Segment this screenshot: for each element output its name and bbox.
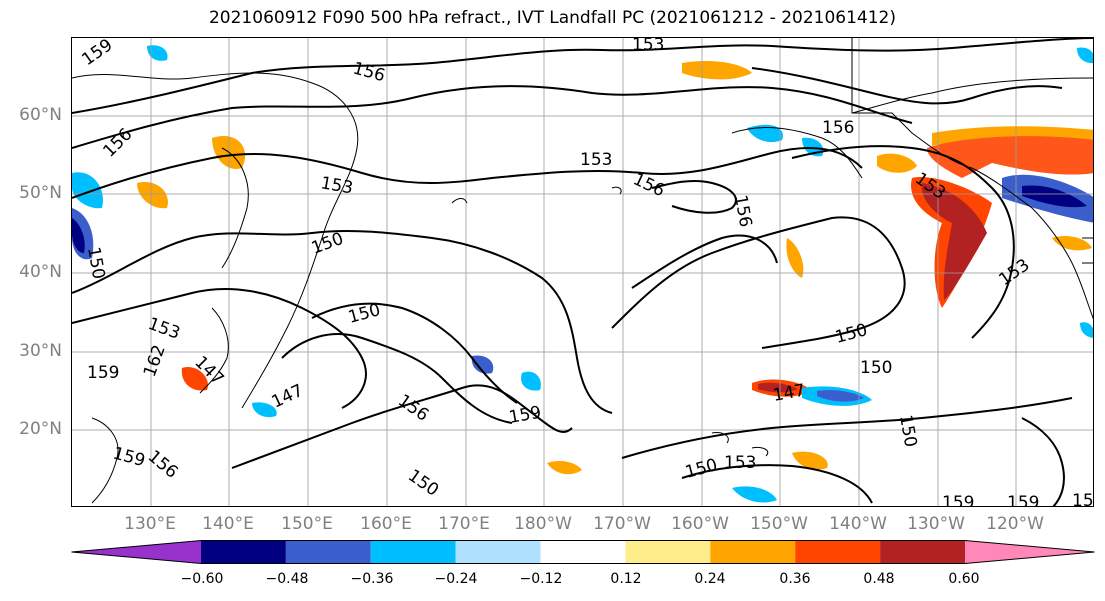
lon-label-130e: 130°E [124, 514, 176, 534]
contour-label: 156 [394, 391, 432, 426]
lat-label-30n: 30°N [19, 341, 62, 361]
contour-label: 153 [319, 173, 354, 198]
contour-label: 159 [87, 363, 119, 383]
colorbar-cell [370, 540, 456, 564]
contour-label: 159 [942, 493, 974, 507]
contour-label: 156 [730, 193, 755, 228]
lon-label-120w: 120°W [986, 514, 1044, 534]
contour-label: 153 [580, 150, 612, 170]
colorbar-tick-label: −0.48 [265, 571, 309, 587]
contour-label: 156 [822, 118, 854, 138]
contour-label: 159 [111, 444, 148, 472]
contour-label: 159 [507, 403, 542, 428]
colorbar-tick-label: 0.48 [863, 571, 895, 587]
colorbar-tick-label: −0.60 [180, 571, 224, 587]
contour-label: 150 [83, 245, 108, 280]
lon-label-170e: 170°E [438, 514, 490, 534]
contour-label: 162 [140, 342, 170, 379]
contour-label: 153 [724, 453, 756, 473]
colorbar-tick-label: 0.12 [610, 571, 642, 587]
colorbar-tick-label: 0.60 [948, 571, 980, 587]
lat-label-50n: 50°N [19, 183, 62, 203]
colorbar-cell [540, 540, 626, 564]
map-title: 2021060912 F090 500 hPa refract., IVT La… [208, 8, 896, 28]
lon-label-170w: 170°W [593, 514, 651, 534]
contour-label: 156 [144, 447, 182, 483]
colorbar-cell [710, 540, 796, 564]
colorbar [71, 540, 1095, 564]
colorbar-cell [880, 540, 965, 564]
contour-label: 150 [833, 320, 870, 348]
positive-anomaly-shading [137, 61, 1093, 475]
contour-label: 150 [683, 455, 720, 483]
colorbar-tick-label: −0.12 [519, 571, 563, 587]
contour-label: 150 [895, 413, 920, 448]
lat-label-20n: 20°N [19, 419, 62, 439]
contour-label: 159 [78, 38, 116, 70]
contour-label: 156 [351, 59, 388, 87]
colorbar-cell [795, 540, 881, 564]
contour-label: 150 [860, 358, 892, 378]
colorbar-cell [201, 540, 286, 564]
colorbar-cell [285, 540, 371, 564]
colorbar-cell [625, 540, 711, 564]
contour-label: 153 [995, 255, 1033, 290]
lon-label-150e: 150°E [281, 514, 333, 534]
contour-label: 153 [632, 38, 664, 55]
height-contours [72, 38, 1093, 506]
contour-label: 159 [1072, 491, 1094, 507]
colorbar-tick-label: −0.24 [434, 571, 478, 587]
colorbar-cell [965, 540, 1095, 564]
map-gridlines [72, 38, 1093, 506]
lon-label-140e: 140°E [202, 514, 254, 534]
coastlines [72, 38, 1093, 504]
lon-label-140w: 140°W [829, 514, 887, 534]
lon-label-160w: 160°W [671, 514, 729, 534]
contour-label: 159 [1007, 493, 1039, 507]
lat-label-60n: 60°N [19, 105, 62, 125]
contour-label: 147 [771, 381, 806, 406]
lon-label-130w: 130°W [907, 514, 965, 534]
contour-label: 147 [269, 381, 307, 413]
lat-label-40n: 40°N [19, 262, 62, 282]
colorbar-cell [71, 540, 201, 564]
colorbar-cell [455, 540, 541, 564]
lon-label-150w: 150°W [750, 514, 808, 534]
map-canvas: 159 156 153 150 147 162 159 156 153 150 … [72, 38, 1094, 507]
colorbar-tick-label: −0.36 [350, 571, 394, 587]
lon-label-180w: 180°W [514, 514, 572, 534]
colorbar-tick-label: 0.36 [779, 571, 811, 587]
contour-label: 150 [404, 466, 442, 501]
lon-label-160e: 160°E [360, 514, 412, 534]
colorbar-tick-label: 0.24 [694, 571, 726, 587]
map-panel: 159 156 153 150 147 162 159 156 153 150 … [71, 37, 1094, 507]
